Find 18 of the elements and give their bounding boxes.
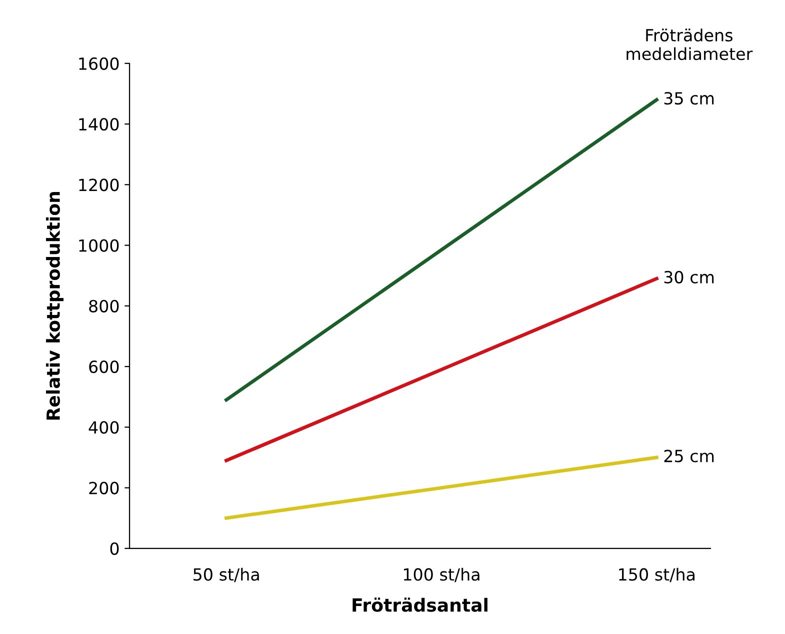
x-tick-label: 50 st/ha: [194, 568, 259, 582]
y-tick-label: 1600: [79, 57, 119, 70]
y-tick-label: 1000: [79, 239, 119, 252]
legend-title: Fröträdens medeldiameter: [626, 28, 753, 60]
y-tick-label: 800: [89, 300, 119, 312]
x-tick-label: 150 st/ha: [619, 568, 694, 582]
y-tick-label: 1400: [79, 118, 119, 131]
series-label: 35 cm: [664, 92, 714, 105]
y-tick-label: 0: [110, 542, 119, 555]
series-label: 25 cm: [664, 450, 714, 462]
y-tick-label: 600: [89, 360, 119, 374]
y-axis-title: Relativ kottproduktion: [46, 192, 64, 420]
y-tick-label: 400: [88, 421, 119, 434]
y-tick-label: 200: [89, 482, 119, 494]
x-tick-label: 100 st/ha: [404, 568, 480, 582]
series-label: 30 cm: [664, 270, 714, 284]
y-tick-label: 1200: [79, 178, 119, 192]
x-axis-title: Fröträdsantal: [352, 598, 488, 612]
